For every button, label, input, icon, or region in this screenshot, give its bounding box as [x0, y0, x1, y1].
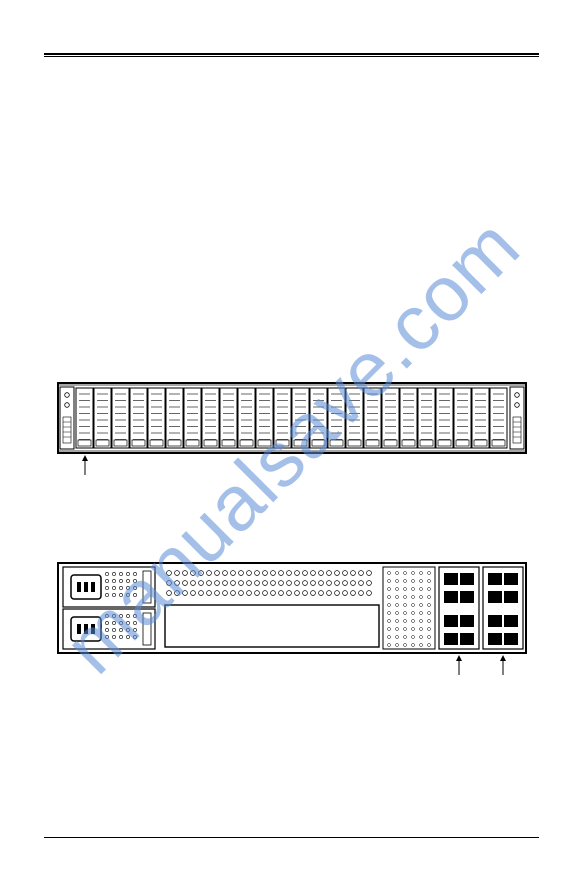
document-page: manualsave.com	[0, 0, 583, 891]
server-front-view-diagram	[57, 377, 527, 477]
header-double-rule	[44, 53, 539, 57]
io-card-b	[483, 567, 523, 649]
psu-bottom	[63, 609, 155, 649]
rear-view-section	[44, 559, 539, 679]
io-card-a	[439, 567, 479, 649]
front-callout-arrow	[82, 455, 88, 475]
psu-top	[63, 567, 155, 607]
front-view-section	[44, 377, 539, 477]
footer-rule	[44, 837, 539, 838]
rear-callout-arrow-b	[500, 655, 506, 675]
server-rear-view-diagram	[57, 559, 527, 679]
rear-callout-arrow-a	[456, 655, 462, 675]
